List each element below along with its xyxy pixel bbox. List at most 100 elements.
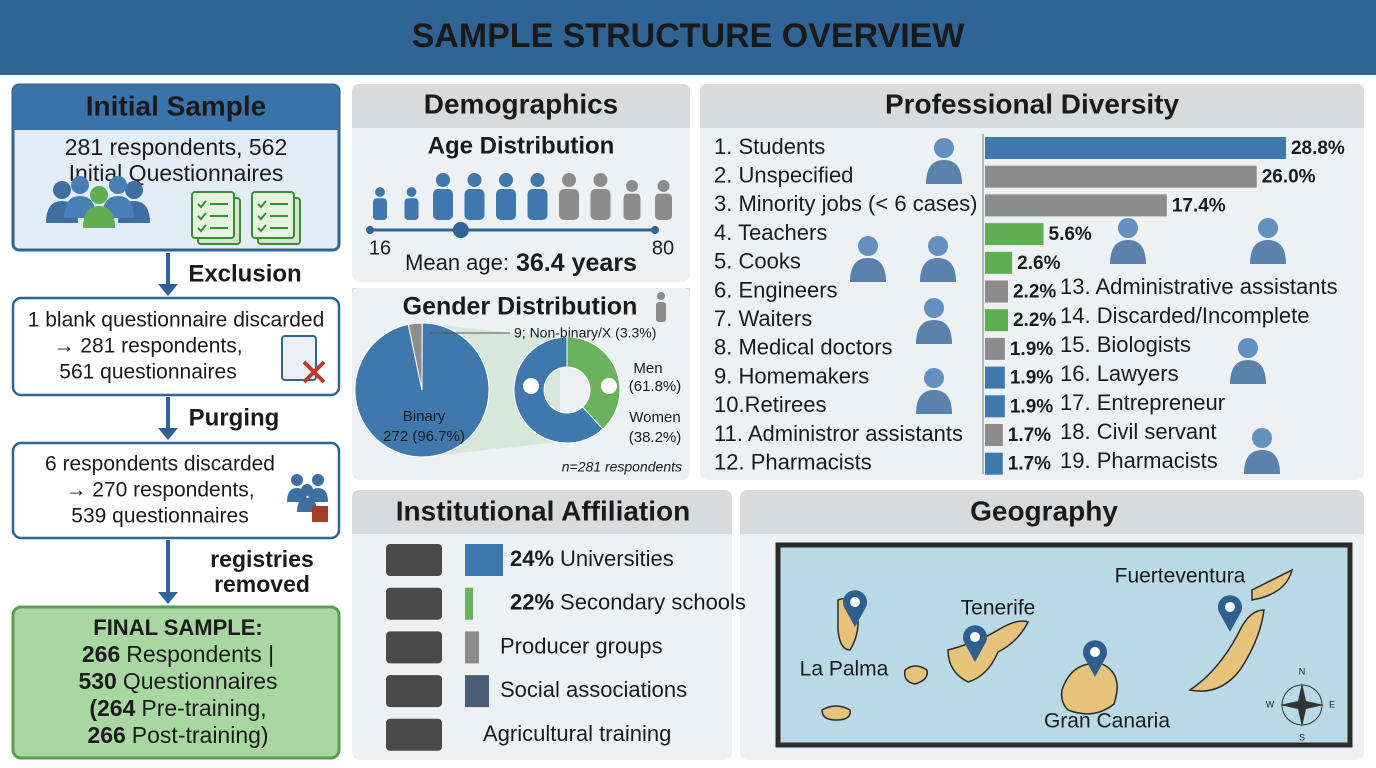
pie-value-label: 9; Non-binary/X (3.3%) bbox=[514, 325, 656, 341]
profession-label: 8. Medical doctors bbox=[714, 335, 893, 360]
age-person-icon bbox=[436, 173, 450, 187]
profession-label: 12. Pharmacists bbox=[714, 450, 872, 475]
profession-icon bbox=[1230, 360, 1266, 384]
institution-share: 22% bbox=[510, 590, 554, 615]
island-shape bbox=[947, 620, 1030, 683]
age-person-icon bbox=[499, 173, 513, 187]
map-pin bbox=[1083, 640, 1107, 677]
institution-name: Social associations bbox=[500, 677, 687, 702]
profession-label: 18. Civil servant bbox=[1060, 419, 1217, 444]
profession-label: 16. Lawyers bbox=[1060, 361, 1179, 386]
donut-icon bbox=[601, 378, 617, 394]
final-number: 530 bbox=[78, 668, 116, 694]
place-label: Fuerteventura bbox=[1115, 565, 1246, 588]
initial-title: Initial Sample bbox=[86, 90, 267, 121]
compass-letter: S bbox=[1299, 732, 1305, 742]
age-person-icon bbox=[467, 173, 482, 187]
sample-note: n=281 respondents bbox=[562, 459, 682, 475]
map-pin bbox=[842, 590, 867, 627]
age-person-icon bbox=[373, 198, 387, 220]
institution-icon bbox=[386, 631, 442, 664]
page-title: SAMPLE STRUCTURE OVERVIEW bbox=[412, 17, 966, 55]
step2-line: 6 respondents discarded bbox=[45, 453, 275, 476]
final-number: 266 bbox=[87, 722, 125, 748]
institution-icon bbox=[386, 587, 442, 620]
step2-box bbox=[11, 441, 341, 540]
step-label: Purging bbox=[189, 404, 280, 431]
header-bar bbox=[0, 0, 1376, 75]
institution-name: Agricultural training bbox=[483, 721, 671, 746]
age-person-icon bbox=[559, 189, 579, 220]
donut-value-label: (61.8%) bbox=[629, 378, 682, 395]
document-check bbox=[257, 212, 288, 221]
profession-value-label: 2.2% bbox=[1013, 310, 1056, 331]
profession-value-label: 26.0% bbox=[1262, 167, 1316, 188]
pie-value-label: 272 (96.7%) bbox=[383, 428, 465, 445]
profession-bar bbox=[985, 337, 1005, 360]
profession-icon bbox=[924, 368, 944, 388]
document-check bbox=[257, 224, 288, 233]
final-line: 266 Post-training) bbox=[87, 722, 268, 748]
final-text: Respondents | bbox=[126, 641, 274, 667]
institution-icon bbox=[386, 718, 442, 751]
profession-label: 13. Administrative assistants bbox=[1060, 274, 1338, 299]
institutions-panel-body bbox=[352, 490, 732, 760]
geography-panel-header bbox=[740, 490, 1364, 534]
document-check bbox=[197, 200, 228, 209]
map-pin-dot bbox=[850, 597, 860, 607]
profession-bar bbox=[985, 251, 1013, 274]
panel-title: Professional Diversity bbox=[885, 88, 1180, 119]
profession-label: 7. Waiters bbox=[714, 306, 812, 331]
age-person-icon bbox=[464, 189, 485, 220]
people-icon bbox=[83, 206, 115, 228]
profession-bar bbox=[985, 309, 1008, 332]
profession-value-label: 17.4% bbox=[1172, 195, 1226, 216]
place-label: Gran Canaria bbox=[1044, 710, 1170, 733]
panel-title: Institutional Affiliation bbox=[396, 495, 690, 526]
map-pin bbox=[1218, 595, 1242, 632]
age-person-icon bbox=[527, 189, 548, 220]
final-box bbox=[11, 605, 341, 760]
pie-label: Binary bbox=[403, 408, 446, 425]
institution-share: 24% bbox=[510, 546, 554, 571]
final-text: Questionnaires bbox=[123, 668, 278, 694]
gender-title: Gender Distribution bbox=[403, 293, 638, 321]
age-person-icon bbox=[655, 193, 672, 220]
profession-icon bbox=[934, 138, 954, 158]
document-check bbox=[257, 200, 288, 209]
profession-value-label: 1.7% bbox=[1008, 454, 1051, 475]
mean-age-marker bbox=[452, 222, 469, 238]
flow-arrowhead bbox=[158, 428, 178, 440]
profession-label: 15. Biologists bbox=[1060, 332, 1191, 357]
compass-rose bbox=[1280, 683, 1324, 727]
institution-icon bbox=[386, 544, 442, 576]
profession-label: 11. Administror assistants bbox=[714, 421, 963, 446]
age-person-icon bbox=[626, 180, 638, 192]
age-person-icon bbox=[406, 187, 417, 197]
demographics-panel-header bbox=[352, 84, 690, 128]
profession-value-label: 2.2% bbox=[1013, 282, 1056, 303]
age-person-icon bbox=[657, 180, 670, 192]
map-pin-dot bbox=[1090, 647, 1100, 657]
profession-icon bbox=[916, 390, 952, 414]
institution-label: Agricultural training bbox=[483, 721, 671, 746]
profession-icon bbox=[924, 298, 944, 318]
donut-value-label: (38.2%) bbox=[629, 429, 682, 446]
donut-slice bbox=[513, 336, 604, 444]
profession-label: 2. Unspecified bbox=[714, 163, 853, 188]
step2-line: → 270 respondents, bbox=[65, 479, 254, 502]
profession-bar bbox=[985, 280, 1008, 303]
institution-label: Social associations bbox=[500, 677, 687, 702]
profession-value-label: 5.6% bbox=[1049, 224, 1092, 245]
profession-label: 14. Discarded/Incomplete bbox=[1060, 303, 1309, 328]
profession-value-label: 1.7% bbox=[1008, 425, 1051, 446]
step1-line: 1 blank questionnaire discarded bbox=[28, 309, 325, 332]
profession-icon bbox=[1258, 218, 1278, 238]
profession-label: 17. Entrepreneur bbox=[1060, 390, 1225, 415]
compass-letter: N bbox=[1299, 666, 1306, 676]
island-shape bbox=[1188, 609, 1265, 692]
institution-swatch bbox=[465, 544, 503, 576]
profession-label: 10.Retirees bbox=[714, 392, 827, 417]
